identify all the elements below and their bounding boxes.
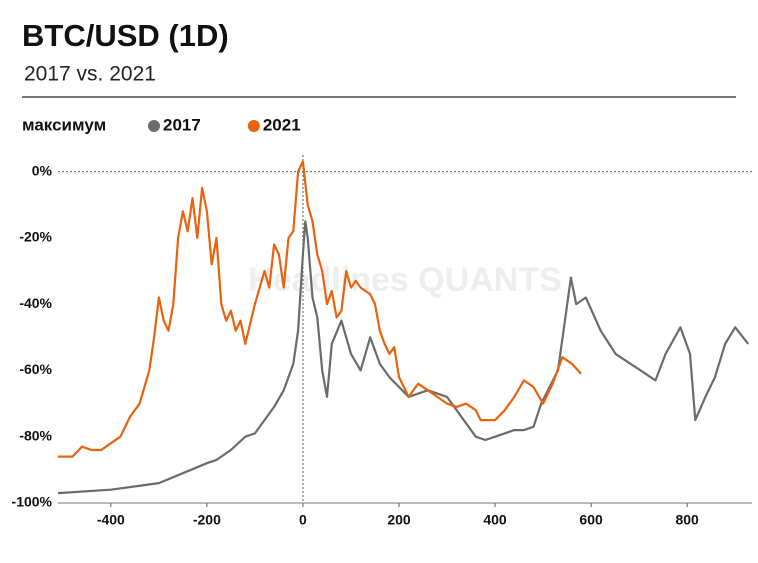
y-tick-label: -80% [19,427,52,443]
y-tick-label: -40% [19,295,52,311]
legend: 2017 2021 [148,115,301,134]
series-line [58,160,582,458]
legend-label: 2017 [163,115,201,134]
series-line [57,220,750,495]
x-tick-label: 200 [387,512,411,528]
y-tick-label: -60% [19,361,52,377]
x-tick-label: 600 [579,512,603,528]
legend-marker [148,120,160,132]
y-tick-label: -100% [12,494,53,510]
watermark: Headlines QUANTS [248,261,562,299]
x-tick-label: -200 [193,512,221,528]
y-tick-label: 0% [32,162,53,178]
chart-title: BTC/USD (1D) [22,18,229,53]
chart-subtitle: 2017 vs. 2021 [24,63,156,86]
x-tick-label: 0 [299,512,307,528]
legend-label: 2021 [263,115,301,134]
y-tick-label: -20% [19,229,52,245]
x-tick-label: 400 [483,512,507,528]
x-tick-label: -400 [97,512,125,528]
legend-marker [247,120,260,132]
x-tick-label: 800 [675,512,699,528]
legend-title: максимум [22,115,106,134]
